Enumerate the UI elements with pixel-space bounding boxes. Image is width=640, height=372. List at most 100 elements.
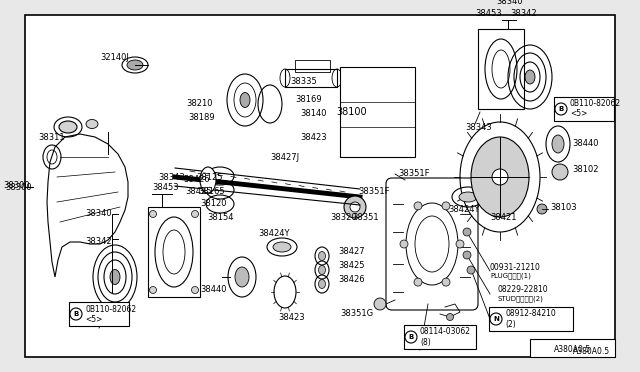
Ellipse shape [110, 269, 120, 285]
Text: 38300: 38300 [5, 183, 31, 192]
Text: STUDスタッド(2): STUDスタッド(2) [498, 296, 544, 302]
Text: N: N [493, 316, 499, 322]
Circle shape [344, 196, 366, 218]
Text: (2): (2) [505, 320, 516, 328]
Ellipse shape [552, 135, 564, 153]
Text: 38140: 38140 [300, 109, 326, 119]
Text: 38453: 38453 [475, 10, 502, 19]
Text: 38154: 38154 [207, 212, 234, 221]
Bar [340, 67, 415, 157]
Ellipse shape [86, 119, 98, 128]
Circle shape [490, 313, 502, 325]
Circle shape [442, 202, 450, 210]
Text: 38320: 38320 [330, 212, 356, 221]
Circle shape [97, 315, 102, 321]
Circle shape [552, 164, 568, 180]
Bar [530, 339, 615, 357]
Text: 38351: 38351 [352, 212, 379, 221]
Text: B: B [408, 334, 413, 340]
Text: 38343: 38343 [465, 122, 492, 131]
Text: 38335: 38335 [290, 77, 317, 87]
Text: 38453: 38453 [152, 183, 179, 192]
FancyBboxPatch shape [489, 307, 573, 331]
Circle shape [150, 211, 157, 218]
Text: 38426: 38426 [183, 176, 210, 185]
Text: 38343: 38343 [158, 173, 185, 182]
Circle shape [150, 286, 157, 294]
Ellipse shape [471, 137, 529, 217]
Text: 08229-22810: 08229-22810 [498, 285, 548, 295]
Text: 08912-84210: 08912-84210 [505, 310, 556, 318]
Text: 38102: 38102 [572, 166, 598, 174]
Text: 38169: 38169 [295, 94, 322, 103]
Text: 38421: 38421 [490, 212, 516, 221]
FancyBboxPatch shape [404, 325, 476, 349]
Ellipse shape [525, 70, 535, 84]
Text: 38300: 38300 [3, 180, 29, 189]
Ellipse shape [240, 93, 250, 108]
Circle shape [537, 204, 547, 214]
Text: 38427: 38427 [338, 247, 365, 257]
Text: 38189: 38189 [188, 112, 214, 122]
Text: <5>: <5> [85, 314, 102, 324]
Text: 38103: 38103 [550, 202, 577, 212]
Text: 38423: 38423 [278, 312, 305, 321]
Text: 38424Y: 38424Y [258, 230, 289, 238]
Circle shape [400, 240, 408, 248]
Circle shape [555, 103, 567, 115]
Circle shape [456, 240, 464, 248]
Text: 38342: 38342 [85, 237, 111, 247]
Text: A380A0.5: A380A0.5 [573, 347, 610, 356]
Circle shape [70, 308, 82, 320]
Circle shape [405, 331, 417, 343]
Ellipse shape [459, 192, 477, 202]
Text: 38340: 38340 [496, 0, 523, 6]
Text: 0B110-82062: 0B110-82062 [570, 99, 621, 109]
Text: A380A0.5: A380A0.5 [554, 344, 591, 353]
FancyBboxPatch shape [69, 302, 129, 326]
Text: 38427J: 38427J [270, 153, 299, 161]
Ellipse shape [319, 279, 326, 289]
Ellipse shape [235, 267, 249, 287]
Text: (8): (8) [420, 337, 431, 346]
Circle shape [463, 228, 471, 236]
Text: 0B110-82062: 0B110-82062 [85, 305, 136, 314]
Text: 38125: 38125 [196, 173, 223, 183]
Circle shape [191, 211, 198, 218]
Text: 38342: 38342 [510, 10, 536, 19]
Circle shape [414, 278, 422, 286]
Circle shape [463, 251, 471, 259]
Text: 00931-21210: 00931-21210 [490, 263, 541, 272]
Text: 38424Y: 38424Y [448, 205, 479, 214]
Text: 38100: 38100 [337, 107, 367, 117]
Text: B: B [558, 106, 564, 112]
Ellipse shape [273, 242, 291, 252]
Text: 38440: 38440 [572, 140, 598, 148]
Bar [148, 207, 200, 297]
Text: PLUGプラグ(1): PLUGプラグ(1) [490, 273, 531, 279]
Ellipse shape [127, 60, 143, 70]
Text: 38423: 38423 [300, 132, 326, 141]
Text: 38425: 38425 [185, 187, 211, 196]
Text: 38426: 38426 [338, 276, 365, 285]
Ellipse shape [59, 121, 77, 133]
Circle shape [191, 286, 198, 294]
Text: 38351F: 38351F [358, 187, 390, 196]
Text: 38120: 38120 [200, 199, 227, 208]
Bar [295, 60, 330, 72]
FancyBboxPatch shape [554, 97, 614, 121]
Text: 38311: 38311 [38, 132, 65, 141]
Text: 38165: 38165 [198, 186, 225, 196]
Circle shape [414, 202, 422, 210]
Circle shape [447, 314, 454, 321]
Text: 38425: 38425 [338, 262, 365, 270]
Ellipse shape [319, 251, 326, 260]
Circle shape [492, 169, 508, 185]
Text: 38351G: 38351G [340, 310, 373, 318]
Bar [478, 29, 524, 109]
Text: 38340: 38340 [85, 209, 111, 218]
Circle shape [374, 298, 386, 310]
Circle shape [467, 266, 475, 274]
Text: 08114-03062: 08114-03062 [420, 327, 471, 337]
Circle shape [350, 202, 360, 212]
